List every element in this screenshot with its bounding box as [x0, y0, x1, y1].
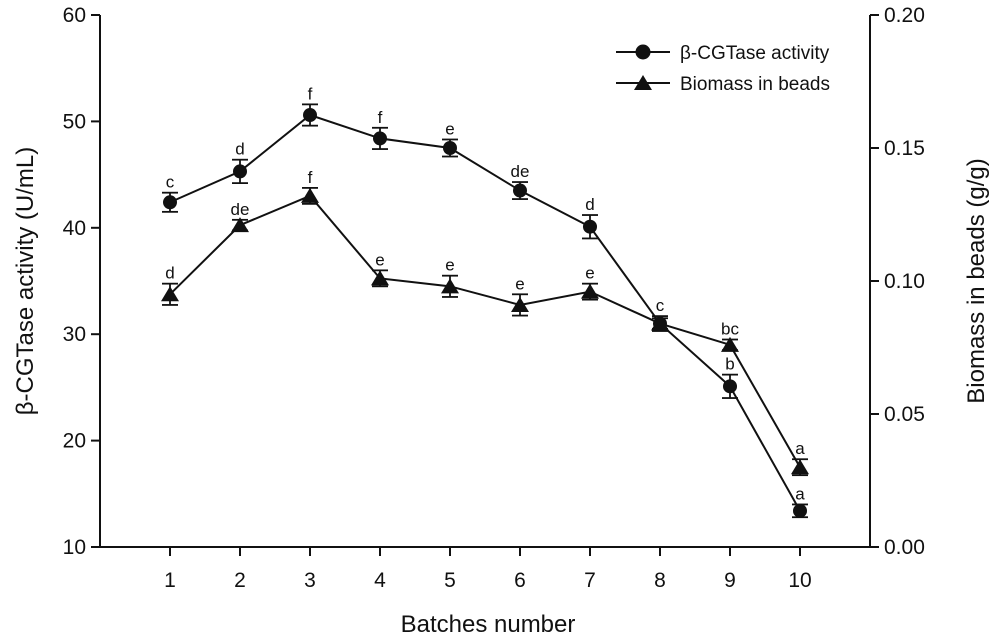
legend-triangle-icon [634, 75, 652, 90]
legend-label-activity: β-CGTase activity [680, 43, 830, 64]
data-point-activity [233, 164, 247, 179]
y2-tick-label: 0.05 [884, 403, 925, 426]
x-tick-label: 4 [374, 569, 386, 592]
y-tick-label: 40 [63, 217, 86, 240]
data-point-activity [443, 141, 457, 155]
y-tick-label: 20 [63, 430, 86, 453]
significance-label-biomass: de [231, 200, 250, 219]
significance-label-biomass: e [515, 274, 524, 293]
significance-label-biomass: bc [721, 320, 739, 339]
legend-circle-icon [635, 44, 651, 60]
data-point-biomass [441, 278, 459, 294]
x-tick-label: 2 [234, 569, 246, 592]
x-tick-label: 6 [514, 569, 526, 592]
data-point-biomass [581, 283, 599, 299]
series-layer: c d f f e de d c b a d de f e e e e bc a [161, 84, 809, 519]
data-point-biomass [161, 286, 179, 302]
x-tick-label: 5 [444, 569, 456, 592]
significance-label-activity: c [656, 296, 665, 315]
significance-label-activity: de [511, 162, 530, 181]
ticks-layer: 10 20 30 40 50 60 0.00 0.05 0.10 0.15 0.20 1 2 3 4 5 6 7 8… [63, 4, 925, 592]
y2-tick-label: 0.15 [884, 137, 925, 160]
series-line-activity [169, 113, 801, 512]
significance-label-biomass: a [795, 439, 805, 458]
x-axis-title: Batches number [401, 611, 576, 638]
y-axis-title: β-CGTase activity (U/mL) [12, 147, 39, 416]
significance-label-activity: c [166, 173, 175, 192]
data-point-activity [793, 503, 807, 518]
x-tick-label: 7 [584, 569, 596, 592]
legend-label-biomass: Biomass in beads [680, 74, 830, 95]
data-point-biomass [721, 336, 739, 352]
data-point-activity [723, 379, 737, 394]
significance-label-activity: d [585, 195, 594, 214]
significance-label-activity: f [378, 108, 383, 127]
x-tick-label: 3 [304, 569, 316, 592]
data-point-biomass [301, 187, 319, 203]
legend: β-CGTase activity Biomass in beads [616, 43, 830, 95]
data-point-activity [373, 131, 387, 146]
data-point-biomass [371, 270, 389, 286]
significance-label-biomass: e [445, 256, 454, 275]
y-tick-label: 50 [63, 110, 86, 133]
significance-label-biomass: f [308, 168, 313, 187]
x-tick-label: 8 [654, 569, 666, 592]
data-point-activity [163, 195, 177, 210]
data-point-biomass [651, 315, 669, 331]
significance-label-biomass: e [585, 264, 594, 283]
significance-label-activity: b [725, 355, 734, 374]
significance-label-activity: f [308, 84, 313, 103]
data-point-activity [583, 219, 597, 234]
x-tick-label: 10 [788, 569, 811, 592]
significance-label-activity: e [445, 119, 454, 138]
x-tick-label: 9 [724, 569, 736, 592]
data-point-biomass [791, 459, 809, 475]
y-tick-label: 30 [63, 323, 86, 346]
significance-label-activity: a [795, 484, 805, 503]
y-tick-label: 10 [63, 536, 86, 559]
y2-tick-label: 0.00 [884, 536, 925, 559]
data-point-activity [303, 108, 317, 123]
significance-label-biomass: d [165, 264, 174, 283]
x-tick-label: 1 [164, 569, 176, 592]
y2-tick-label: 0.10 [884, 270, 925, 293]
data-point-activity [513, 183, 527, 198]
y2-axis-title: Biomass in beads (g/g) [963, 158, 990, 403]
significance-label-activity: d [235, 140, 244, 159]
data-point-biomass [511, 296, 529, 312]
significance-label-biomass: e [375, 250, 384, 269]
data-point-biomass [231, 217, 249, 233]
y2-tick-label: 0.20 [884, 4, 925, 27]
series-line-biomass [169, 194, 801, 468]
y-tick-label: 60 [63, 4, 86, 27]
